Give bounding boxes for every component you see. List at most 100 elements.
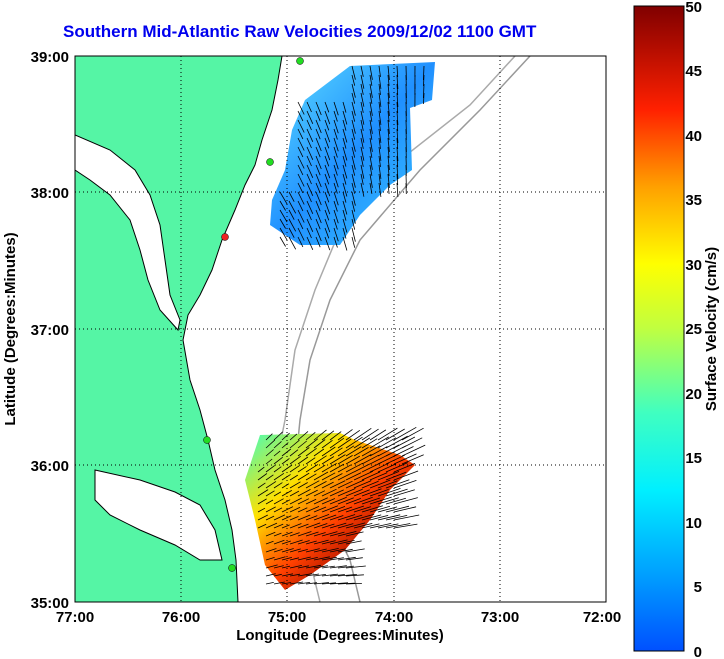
velocity-arrow [333, 128, 338, 140]
velocity-arrow [369, 462, 389, 473]
velocity-arrow [289, 497, 302, 505]
velocity-arrow [396, 173, 399, 186]
velocity-arrow [387, 74, 390, 86]
velocity-arrow [329, 506, 346, 513]
velocity-arrow [279, 200, 286, 211]
velocity-arrow [329, 531, 345, 537]
velocity-arrow [306, 173, 312, 185]
velocity-arrow [306, 236, 314, 250]
velocity-arrow [369, 429, 387, 441]
velocity-arrow [289, 433, 298, 441]
colorbar-tick: 15 [685, 450, 702, 467]
velocity-arrow [385, 435, 408, 449]
gridlines [75, 56, 606, 602]
velocity-arrow [393, 506, 417, 513]
velocity-arrow [297, 191, 305, 205]
velocity-arrow [351, 191, 356, 206]
colorbar-label: Surface Velocity (cm/s) [703, 247, 720, 411]
velocity-arrow [279, 236, 286, 247]
velocity-arrow [281, 448, 292, 457]
velocity-arrow [265, 499, 274, 505]
station-marker [228, 564, 236, 572]
velocity-arrow [324, 218, 331, 233]
velocity-arrow [281, 531, 293, 537]
velocity-arrow [281, 490, 292, 497]
x-tick-label: 75:00 [268, 609, 306, 626]
velocity-arrow [321, 505, 339, 513]
velocity-arrow [329, 557, 344, 561]
velocity-arrow [305, 515, 318, 521]
velocity-arrow [396, 101, 399, 114]
velocity-arrow [313, 523, 328, 529]
velocity-arrow [369, 110, 373, 122]
velocity-arrow [329, 565, 347, 569]
velocity-arrow [324, 191, 330, 203]
velocity-arrow [377, 523, 399, 529]
velocity-arrow [342, 218, 348, 233]
velocity-arrow [351, 110, 356, 122]
velocity-arrow [289, 581, 304, 585]
velocity-arrow [329, 496, 347, 505]
velocity-arrow [377, 427, 398, 441]
velocity-arrow [305, 464, 319, 473]
velocity-arrow [345, 583, 362, 585]
velocity-arrow [387, 110, 390, 122]
colorbar [633, 5, 685, 652]
velocity-arrow [324, 110, 331, 125]
velocity-arrow [289, 565, 302, 569]
velocity-arrow [289, 455, 301, 465]
velocity-arrow [369, 523, 392, 529]
velocity-arrow [342, 128, 348, 143]
velocity-arrow [297, 431, 309, 441]
velocity-arrow [385, 488, 408, 497]
velocity-arrow [265, 433, 273, 441]
velocity-vectors [257, 65, 426, 585]
velocity-arrow [321, 514, 337, 521]
y-axis-label: Latitude (Degrees:Minutes) [2, 232, 19, 425]
velocity-arrow [351, 101, 356, 116]
velocity-arrow [297, 173, 305, 187]
velocity-arrow [333, 119, 339, 134]
velocity-arrow [321, 548, 339, 553]
velocity-arrow [273, 532, 282, 537]
velocity-arrow [305, 431, 316, 441]
velocity-arrow [297, 482, 308, 489]
velocity-arrow [279, 191, 288, 205]
velocity-arrow [345, 574, 364, 577]
velocity-arrow [360, 128, 365, 143]
velocity-arrow [306, 128, 314, 142]
velocity-arrow [273, 482, 283, 489]
velocity-arrow [289, 532, 300, 537]
y-tick-labels: 39:00 38:00 37:00 36:00 35:00 [31, 49, 69, 612]
velocity-arrow [378, 65, 381, 77]
velocity-arrow [297, 466, 307, 473]
velocity-arrow [257, 489, 269, 497]
velocity-arrow [321, 439, 333, 449]
velocity-arrow [387, 146, 390, 158]
velocity-arrow [337, 445, 355, 457]
velocity-arrow [329, 548, 346, 553]
velocity-arrow [337, 506, 353, 513]
velocity-arrow [289, 506, 301, 513]
colorbar-tick: 10 [685, 515, 702, 532]
velocity-arrow [333, 227, 339, 242]
velocity-arrow [393, 514, 420, 521]
velocity-arrow [361, 497, 381, 505]
velocity-arrow [351, 182, 356, 194]
x-tick-label: 76:00 [162, 609, 200, 626]
velocity-arrow [305, 457, 316, 465]
velocity-arrow [257, 498, 267, 505]
velocity-arrow [378, 92, 382, 107]
velocity-arrow [315, 191, 322, 206]
station-marker [221, 233, 229, 241]
velocity-arrow [329, 539, 348, 545]
velocity-arrow [360, 101, 364, 113]
velocity-arrow [369, 137, 373, 152]
velocity-arrow [297, 565, 309, 569]
velocity-arrow [324, 173, 330, 185]
velocity-arrow [313, 582, 330, 585]
velocity-arrow [265, 439, 276, 449]
y-tick-label: 35:00 [31, 595, 69, 612]
velocity-arrow [351, 83, 356, 98]
velocity-arrow [315, 209, 322, 224]
